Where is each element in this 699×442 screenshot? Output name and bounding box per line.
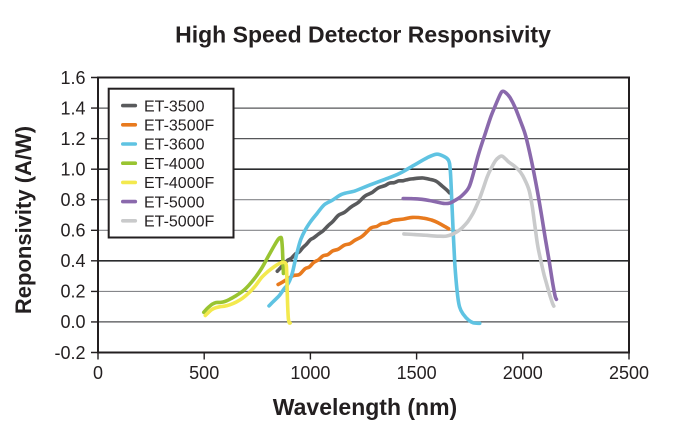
- svg-text:Reponsivity (A/W): Reponsivity (A/W): [11, 126, 36, 314]
- svg-text:ET-4000: ET-4000: [144, 156, 205, 173]
- svg-text:1000: 1000: [290, 363, 330, 383]
- svg-text:ET-3600: ET-3600: [144, 137, 205, 154]
- svg-text:ET-3500: ET-3500: [144, 98, 205, 115]
- svg-text:ET-4000F: ET-4000F: [144, 175, 214, 192]
- svg-text:ET-5000F: ET-5000F: [144, 214, 214, 231]
- svg-text:1500: 1500: [397, 363, 437, 383]
- svg-text:Wavelength (nm): Wavelength (nm): [273, 394, 457, 420]
- svg-text:0.8: 0.8: [60, 190, 85, 210]
- svg-text:500: 500: [189, 363, 219, 383]
- svg-text:-0.2: -0.2: [54, 343, 85, 363]
- svg-text:High Speed Detector Responsivi: High Speed Detector Responsivity: [175, 22, 551, 48]
- svg-text:2500: 2500: [609, 363, 649, 383]
- svg-text:0: 0: [93, 363, 103, 383]
- svg-text:1.4: 1.4: [60, 98, 85, 118]
- svg-text:1.0: 1.0: [60, 160, 85, 180]
- svg-text:0.2: 0.2: [60, 282, 85, 302]
- svg-text:2000: 2000: [503, 363, 543, 383]
- svg-text:0.0: 0.0: [60, 312, 85, 332]
- svg-text:1.6: 1.6: [60, 68, 85, 88]
- svg-text:0.4: 0.4: [60, 251, 85, 271]
- svg-text:ET-3500F: ET-3500F: [144, 118, 214, 135]
- svg-text:1.2: 1.2: [60, 129, 85, 149]
- svg-text:ET-5000: ET-5000: [144, 194, 205, 211]
- svg-text:0.6: 0.6: [60, 221, 85, 241]
